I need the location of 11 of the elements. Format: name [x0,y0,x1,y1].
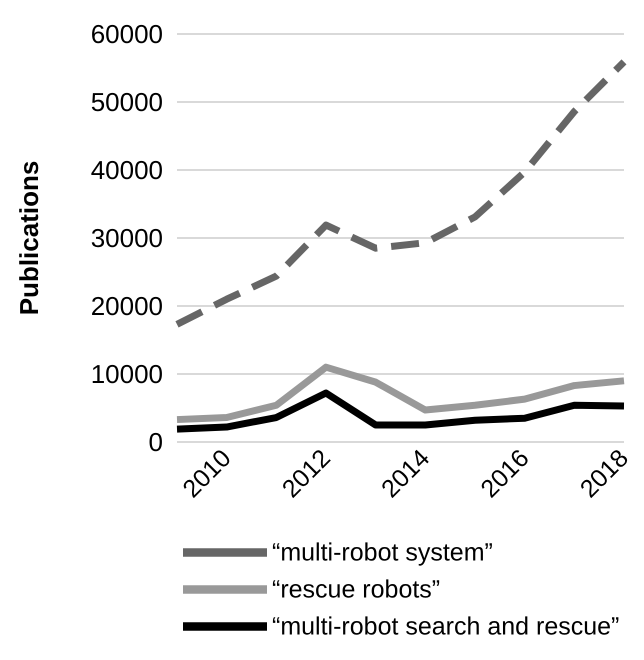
y-tick-label: 60000 [90,19,163,49]
y-tick-label: 40000 [90,155,163,185]
legend-label: “rescue robots” [272,576,440,604]
y-tick-label: 0 [148,427,163,457]
y-tick-label: 50000 [90,87,163,117]
legend-label: “multi-robot search and rescue” [272,612,620,640]
y-tick-label: 20000 [90,291,163,321]
legend-label: “multi-robot system” [272,538,493,566]
y-tick-label: 10000 [90,359,163,389]
y-tick-label: 30000 [90,223,163,253]
y-axis-title: Publications [14,160,44,316]
